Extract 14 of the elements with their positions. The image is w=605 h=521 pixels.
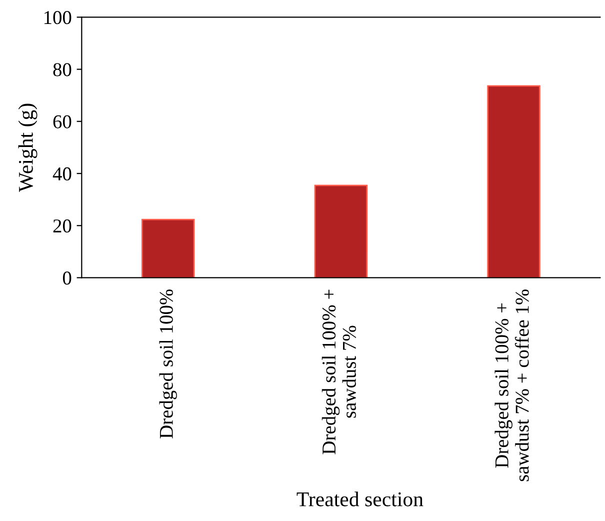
x-tick-label: Dredged soil 100% + sawdust 7% [322, 290, 356, 454]
bar [141, 218, 195, 278]
y-tick-label: 80 [53, 63, 72, 76]
bar [314, 184, 368, 278]
y-tick-label: 100 [44, 11, 72, 24]
x-tick-label: Dredged soil 100% + sawdust 7% + coffee 1% [494, 289, 529, 482]
y-tick-label: 40 [52, 167, 72, 180]
x-axis-title: Treated section [296, 492, 424, 506]
x-tick-label: Dredged soil 100% [159, 289, 177, 438]
bar [487, 85, 540, 278]
y-tick-label: 60 [53, 115, 72, 128]
y-tick-label: 20 [53, 219, 72, 233]
y-tick-label: 0 [62, 272, 72, 285]
y-axis-title: Weight (g) [18, 104, 38, 192]
